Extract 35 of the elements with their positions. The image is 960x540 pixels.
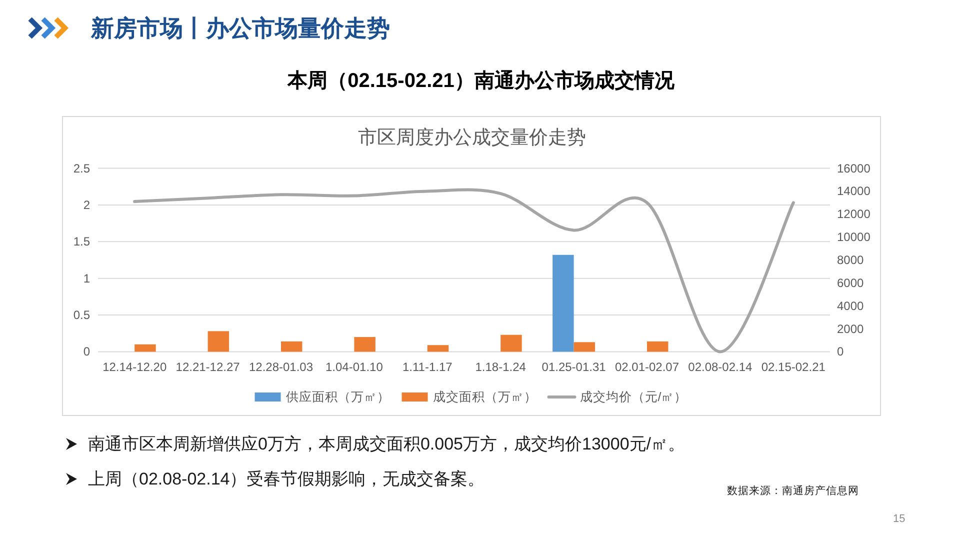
x-tick: 12.28-01.03 [248, 360, 314, 374]
annotation: 数据来源：南通房产信息网 [727, 485, 859, 497]
annotation: 南通市区本周新增供应0万方，本周成交面积0.005万方，成交均价13000元/㎡。 [88, 434, 685, 454]
legend-text: 供应面积（万㎡） [286, 390, 390, 404]
annotation: 上周（02.08-02.14）受春节假期影响，无成交备案。 [88, 470, 485, 488]
y2-tick: 6000 [837, 276, 864, 290]
y2-tick: 12000 [837, 207, 870, 222]
annotation: 新房市场丨办公市场量价走势 [91, 15, 390, 41]
title: 市区周度办公成交量价走势 [358, 128, 586, 148]
x-tick: 12.14-12.20 [102, 360, 167, 374]
legend-text: 成交面积（万㎡） [432, 390, 537, 404]
y2-tick: 8000 [837, 253, 864, 267]
x-tick: 1.11-1.17 [402, 360, 452, 374]
y-tick: 2 [83, 198, 90, 212]
y-tick: 0 [83, 344, 90, 359]
legend-text: 成交均价（元/㎡） [580, 390, 688, 404]
x-tick: 02.15-02.21 [761, 360, 826, 374]
subtitle: 本周（02.15-02.21）南通办公市场成交情况 [288, 70, 674, 92]
y-tick: 1 [83, 271, 90, 286]
y2-tick: 14000 [837, 184, 870, 198]
x-tick: 12.21-12.27 [176, 360, 240, 374]
x-tick: 1.18-1.24 [475, 360, 526, 374]
y2-tick: 0 [837, 344, 844, 359]
y2-tick: 16000 [837, 161, 870, 176]
y-tick: 2.5 [73, 161, 90, 176]
x-tick: 01.25-01.31 [542, 360, 606, 374]
x-tick: 02.08-02.14 [688, 360, 752, 374]
y2-tick: 10000 [837, 230, 870, 244]
annotation: 15 [893, 513, 906, 525]
y2-tick: 2000 [837, 322, 864, 336]
x-tick: 1.04-01.10 [326, 360, 383, 374]
y-tick: 1.5 [73, 234, 90, 249]
y2-tick: 4000 [837, 298, 864, 313]
y-tick: 0.5 [73, 308, 90, 322]
x-tick: 02.01-02.07 [614, 360, 680, 374]
